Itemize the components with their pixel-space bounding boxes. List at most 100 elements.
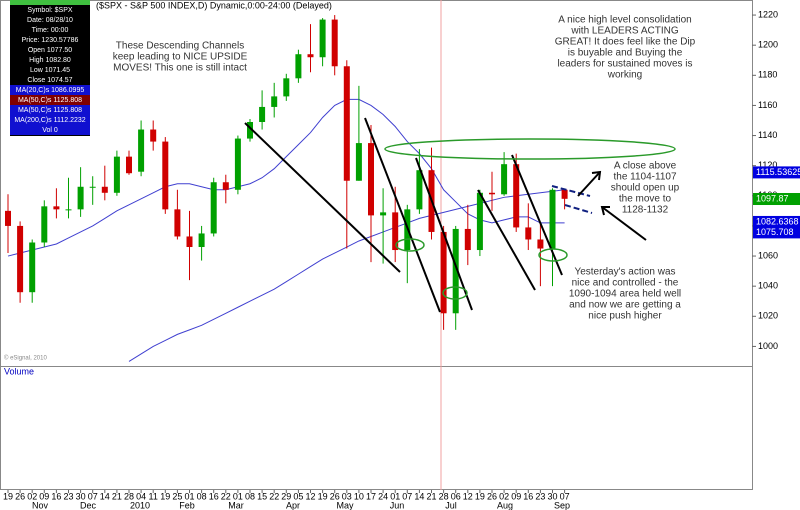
x-tick-label: 09 bbox=[511, 491, 521, 501]
month-label: Nov bbox=[32, 500, 49, 510]
moving-average bbox=[7, 98, 565, 257]
x-tick-label: 15 bbox=[257, 491, 267, 501]
y-tick-label: 1060 bbox=[758, 250, 778, 260]
price-marker bbox=[753, 215, 800, 228]
x-tick-label: 08 bbox=[197, 491, 207, 501]
annotation: working bbox=[607, 70, 642, 81]
annotation: These Descending Channels bbox=[116, 41, 244, 52]
info-row: Low 1071.45 bbox=[30, 67, 70, 74]
y-tick-label: 1020 bbox=[758, 311, 778, 321]
x-tick-label: 01 bbox=[390, 491, 400, 501]
candle-body bbox=[174, 209, 181, 237]
x-tick-label: 28 bbox=[439, 491, 449, 501]
candle-body bbox=[549, 189, 556, 249]
arrow bbox=[577, 171, 601, 197]
annotation: 1128-1132 bbox=[622, 205, 669, 216]
candle-body bbox=[138, 129, 145, 172]
y-tick-label: 1200 bbox=[758, 40, 778, 50]
price-marker bbox=[753, 166, 800, 179]
info-row: Price: 1230.57786 bbox=[22, 37, 79, 44]
candle-body bbox=[440, 231, 447, 314]
x-tick-label: 30 bbox=[547, 491, 557, 501]
x-tick-label: 04 bbox=[136, 491, 146, 501]
candle-body bbox=[17, 225, 24, 293]
x-tick-label: 21 bbox=[426, 491, 436, 501]
candle-body bbox=[537, 239, 544, 249]
x-tick-label: 07 bbox=[560, 491, 570, 501]
month-label: Apr bbox=[286, 500, 300, 510]
x-tick-label: 30 bbox=[76, 491, 86, 501]
candle-body bbox=[561, 189, 568, 199]
x-tick-label: 16 bbox=[209, 491, 219, 501]
plot-frame bbox=[0, 0, 753, 490]
x-tick-label: 01 bbox=[184, 491, 194, 501]
info-row: MA(50,C)s 1125.808 bbox=[18, 107, 82, 114]
info-row: Open 1077.50 bbox=[28, 47, 72, 54]
month-label: Sep bbox=[554, 500, 570, 510]
trendline bbox=[364, 117, 441, 313]
x-tick-label: 26 bbox=[487, 491, 497, 501]
price-marker-label: 1082.6368 bbox=[756, 216, 799, 226]
annotation: with LEADERS ACTING bbox=[570, 26, 678, 37]
info-row-bg bbox=[10, 15, 90, 25]
y-tick-label: 1180 bbox=[758, 70, 777, 80]
candle-body bbox=[355, 143, 362, 181]
y-tick-label: 1120 bbox=[758, 160, 777, 170]
x-tick-label: 21 bbox=[112, 491, 122, 501]
candle-body bbox=[186, 236, 193, 248]
candle-body bbox=[113, 156, 120, 193]
x-tick-label: 14 bbox=[100, 491, 110, 501]
x-tick-label: 16 bbox=[51, 491, 61, 501]
price-marker-label: 1097.87 bbox=[756, 193, 789, 203]
y-tick-label: 1220 bbox=[758, 9, 778, 19]
x-tick-label: 23 bbox=[63, 491, 73, 501]
info-row-bg bbox=[10, 75, 90, 85]
info-row: Symbol: $SPX bbox=[27, 7, 72, 14]
candle-body bbox=[464, 228, 471, 251]
info-row: High 1082.80 bbox=[29, 57, 71, 64]
candle-body bbox=[452, 228, 459, 314]
candle-body bbox=[53, 206, 60, 210]
annotation: A nice high level consolidation bbox=[558, 15, 691, 26]
candle-body bbox=[101, 186, 108, 193]
ellipse bbox=[395, 238, 425, 252]
x-tick-label: 03 bbox=[342, 491, 352, 501]
ellipse bbox=[442, 286, 468, 300]
candle-body bbox=[416, 170, 423, 210]
info-row-bg bbox=[10, 125, 90, 135]
price-marker-label: 1075.708 bbox=[756, 227, 794, 237]
x-tick-label: 25 bbox=[172, 491, 182, 501]
x-tick-label: 19 bbox=[318, 491, 328, 501]
info-header bbox=[10, 0, 90, 5]
candle-body bbox=[259, 106, 266, 122]
info-row-bg bbox=[10, 65, 90, 75]
x-tick-label: 07 bbox=[402, 491, 412, 501]
info-row: Vol 0 bbox=[42, 127, 58, 134]
x-tick-label: 02 bbox=[499, 491, 509, 501]
annotation: keep leading to NICE UPSIDE bbox=[113, 52, 248, 63]
x-tick-label: 19 bbox=[160, 491, 170, 501]
candle-body bbox=[368, 143, 374, 216]
info-panel: Symbol: $SPX Date: 08/28/10 Time: 00:00 Pri… bbox=[10, 0, 90, 136]
info-row-bg bbox=[10, 45, 90, 55]
x-tick-label: 26 bbox=[330, 491, 340, 501]
annotation: leaders for sustained moves is bbox=[557, 59, 692, 70]
annotation: GREAT! It does feel like the Dip bbox=[555, 37, 696, 48]
x-tick-label: 17 bbox=[366, 491, 376, 501]
x-tick-label: 05 bbox=[293, 491, 303, 501]
x-tick-label: 12 bbox=[463, 491, 473, 501]
annotation: the move to bbox=[619, 194, 672, 205]
month-label: Mar bbox=[228, 500, 244, 510]
month-label: Dec bbox=[80, 500, 97, 510]
x-tick-label: 06 bbox=[451, 491, 461, 501]
candle-body bbox=[343, 66, 350, 181]
x-tick-label: 02 bbox=[27, 491, 37, 501]
price-marker bbox=[753, 193, 800, 206]
candle-body bbox=[283, 78, 290, 97]
month-label: 2010 bbox=[130, 500, 150, 510]
candle-body bbox=[210, 182, 217, 234]
x-tick-label: 26 bbox=[15, 491, 25, 501]
month-label: Jul bbox=[445, 500, 457, 510]
